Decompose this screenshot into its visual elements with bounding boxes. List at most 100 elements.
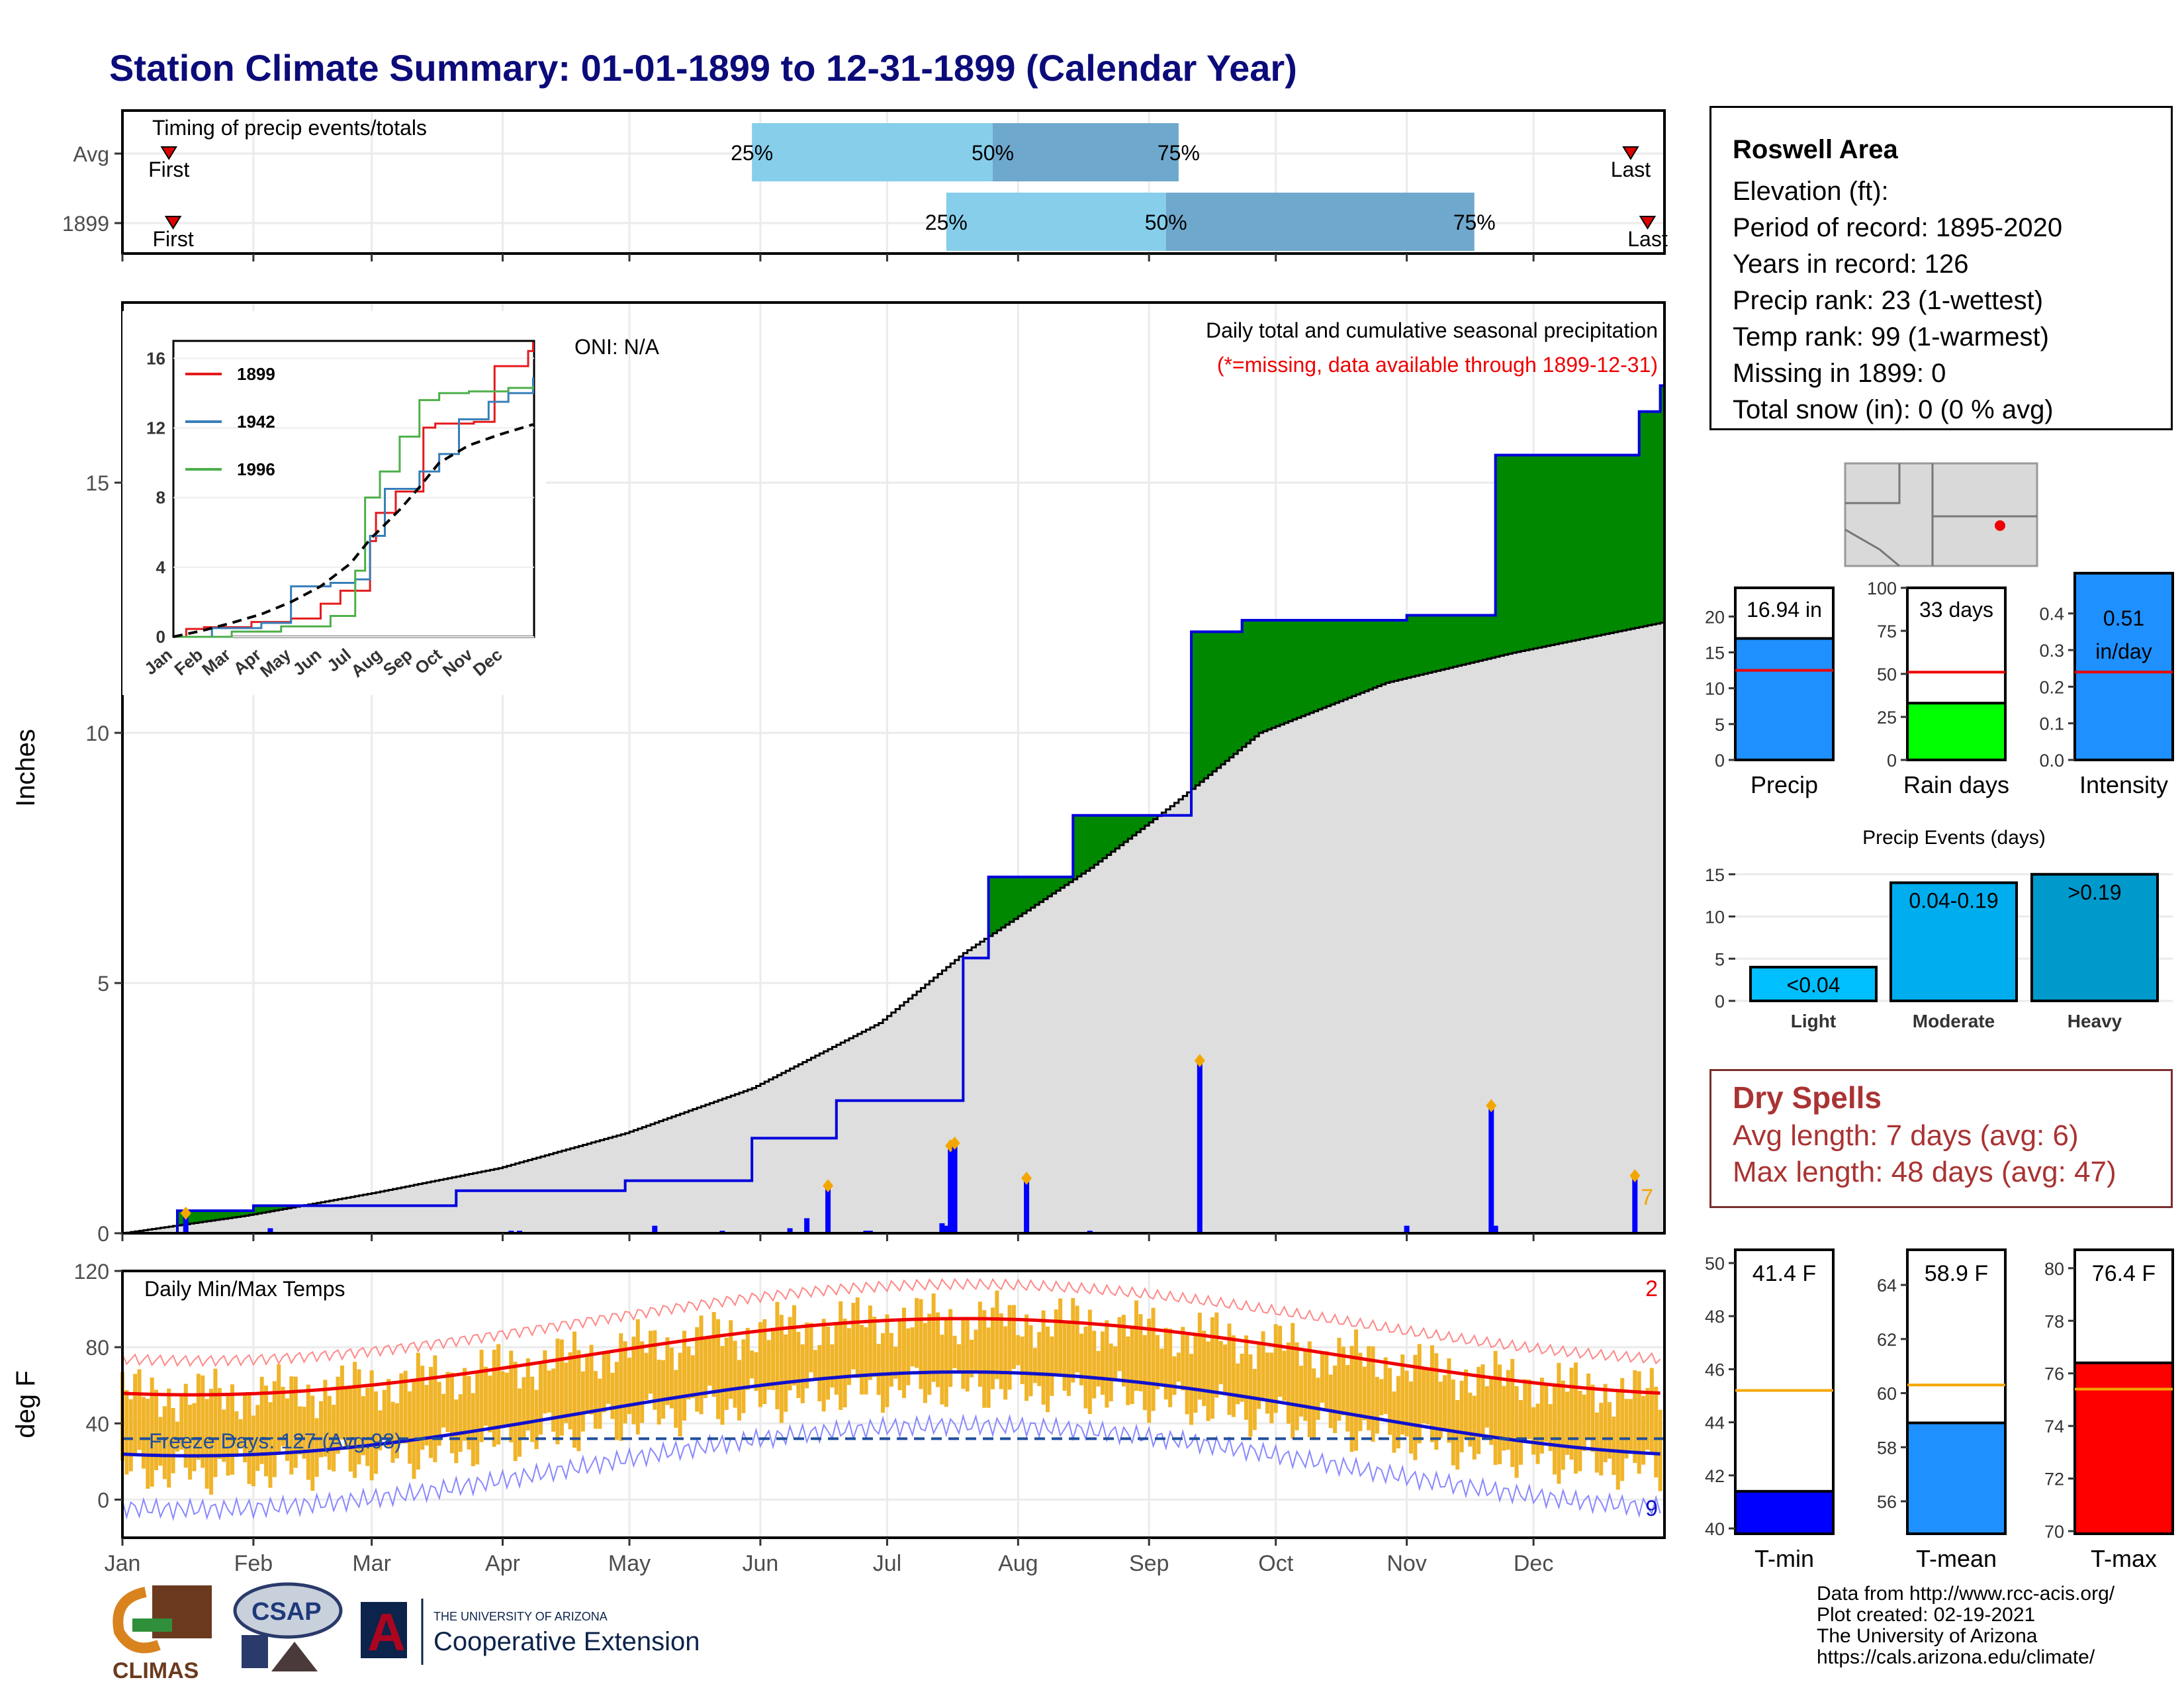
summary-1-bar xyxy=(1906,702,2007,761)
ua-logo-big-text: Cooperative Extension xyxy=(433,1627,700,1656)
summary-0-tick-label: 10 xyxy=(1705,679,1725,699)
daily-precip-bar xyxy=(952,1143,958,1233)
dry-spells-title: Dry Spells xyxy=(1733,1080,1882,1115)
timing-panel-border xyxy=(121,109,1666,255)
temp-y-tick-label: 40 xyxy=(85,1412,109,1436)
timing-q50-label: 50% xyxy=(1145,211,1187,234)
timing-q50-q75-bar xyxy=(993,123,1179,181)
station-snow: Total snow (in): 0 (0 % avg) xyxy=(1733,395,2054,424)
temp-summary-value-label: 76.4 F xyxy=(2092,1261,2156,1286)
precip-event-bar xyxy=(1749,966,1878,1002)
inset-y-tick-label: 4 xyxy=(156,557,166,577)
csap-logo: CSAP xyxy=(233,1582,343,1671)
dry-spells-max: Max length: 48 days (avg: 47) xyxy=(1733,1156,2116,1188)
station-precip-rank: Precip rank: 23 (1-wettest) xyxy=(1733,286,2044,315)
temp-summary-0-tick-label: 50 xyxy=(1705,1254,1725,1274)
daily-precip-bar xyxy=(1404,1225,1410,1233)
temp-count-bottom: 9 xyxy=(1645,1496,1658,1521)
temp-summary-0-tick-label: 40 xyxy=(1705,1519,1725,1539)
station-info-box: Roswell Area Elevation (ft): Period of r… xyxy=(1709,106,2173,430)
temp-summary-1-tick-label: 56 xyxy=(1877,1492,1897,1512)
intensity-value-label: 0.51 xyxy=(2103,606,2144,630)
precip-event-category: Moderate xyxy=(1913,1011,1995,1031)
month-label: Feb xyxy=(234,1551,273,1576)
precip-events-tick-label: 5 xyxy=(1715,949,1725,969)
climas-logo: CLIMAS xyxy=(113,1585,212,1683)
summary-value-label: 16.94 in xyxy=(1747,598,1822,622)
summary-2-bar xyxy=(2073,571,2174,761)
locator-map xyxy=(1844,462,2038,567)
inset-line-1942 xyxy=(173,377,535,638)
inset-plot-border xyxy=(172,340,535,638)
daily-precip-bar xyxy=(1488,1105,1494,1233)
map-frame xyxy=(1844,462,2038,567)
timing-q25-label: 25% xyxy=(731,141,773,165)
station-temp-rank: Temp rank: 99 (1-warmest) xyxy=(1733,322,2049,352)
timing-last-label: Last xyxy=(1627,227,1668,251)
precip-y-tick-label: 10 xyxy=(85,722,109,745)
daily-precip-bar xyxy=(1492,1225,1498,1233)
precip-event-bar xyxy=(2030,872,2159,1002)
timing-last-marker xyxy=(1639,216,1657,230)
intensity-unit-label: in/day xyxy=(2095,639,2152,663)
month-label: Mar xyxy=(352,1551,391,1576)
observed-cumulative-line xyxy=(122,384,1664,1235)
timing-panel-label: Timing of precip events/totals xyxy=(152,116,427,140)
precip-header-line2: (*=missing, data available through 1899-… xyxy=(1217,353,1658,377)
inset-y-tick-label: 12 xyxy=(146,418,165,438)
temp-summary-1-tick-label: 64 xyxy=(1877,1276,1897,1295)
page-title: Station Climate Summary: 01-01-1899 to 1… xyxy=(109,47,1297,89)
map-station-dot xyxy=(1995,520,2005,531)
heavy-event-marker xyxy=(180,1206,191,1220)
inset-legend-label: 1996 xyxy=(237,459,275,479)
inset-legend-label: 1942 xyxy=(237,412,275,432)
timing-q50-label: 50% xyxy=(972,141,1014,165)
heavy-event-marker xyxy=(1486,1099,1497,1113)
precip-header-line1: Daily total and cumulative seasonal prec… xyxy=(1206,318,1658,342)
temp-summary-0-tick-label: 44 xyxy=(1705,1413,1725,1433)
daily-precip-bar xyxy=(943,1225,949,1233)
daily-precip-bar xyxy=(652,1225,658,1233)
ua-logo: A THE UNIVERSITY OF ARIZONA Cooperative … xyxy=(361,1599,700,1665)
timing-first-label: First xyxy=(153,227,194,251)
station-missing: Missing in 1899: 0 xyxy=(1733,359,1946,388)
summary-1-tick-label: 50 xyxy=(1877,665,1897,684)
summary-0-tick-label: 20 xyxy=(1705,607,1725,627)
precip-events-tick-label: 15 xyxy=(1705,865,1725,885)
timing-last-marker xyxy=(1622,146,1639,160)
temp-summary-2-tick-label: 70 xyxy=(2044,1522,2064,1542)
oni-label: ONI: N/A xyxy=(574,335,660,359)
daily-precip-bar xyxy=(267,1228,273,1233)
climas-logo-text: CLIMAS xyxy=(113,1658,199,1683)
temp-summary-value-label: 58.9 F xyxy=(1925,1261,1988,1286)
precip-y-axis-label: Inches xyxy=(11,729,40,807)
timing-row-label: 1899 xyxy=(62,212,109,236)
temp-summary-2-bar xyxy=(2073,1361,2174,1536)
heavy-event-marker xyxy=(823,1179,834,1193)
credit-source: Data from http://www.rcc-acis.org/ xyxy=(1817,1583,2115,1605)
temp-summary-1-tick-label: 62 xyxy=(1877,1330,1897,1350)
station-name: Roswell Area xyxy=(1733,135,1898,164)
month-label: Apr xyxy=(485,1551,520,1576)
daily-precip-bar xyxy=(1024,1178,1030,1233)
ua-logo-letter: A xyxy=(367,1603,406,1662)
temp-panel-border xyxy=(121,1270,1666,1539)
timing-row-label: Avg xyxy=(73,142,109,166)
temp-summary-0-name: T-min xyxy=(1754,1545,1814,1572)
temp-summary-2-tick-label: 80 xyxy=(2044,1259,2064,1279)
summary-value-label: 33 days xyxy=(1919,598,1993,622)
temp-y-tick-label: 120 xyxy=(74,1260,109,1284)
temp-panel-label: Daily Min/Max Temps xyxy=(144,1277,345,1301)
summary-0-tick-label: 5 xyxy=(1715,715,1725,735)
csap-logo-text: CSAP xyxy=(251,1598,322,1626)
avg-tmin-line xyxy=(122,1370,1661,1458)
month-label: May xyxy=(608,1551,651,1576)
temp-summary-0-tick-label: 46 xyxy=(1705,1360,1725,1380)
inset-line-1996 xyxy=(173,386,535,638)
summary-1-tick-label: 25 xyxy=(1877,708,1897,727)
daily-precip-bar xyxy=(804,1218,810,1233)
month-label: Oct xyxy=(1258,1551,1293,1576)
